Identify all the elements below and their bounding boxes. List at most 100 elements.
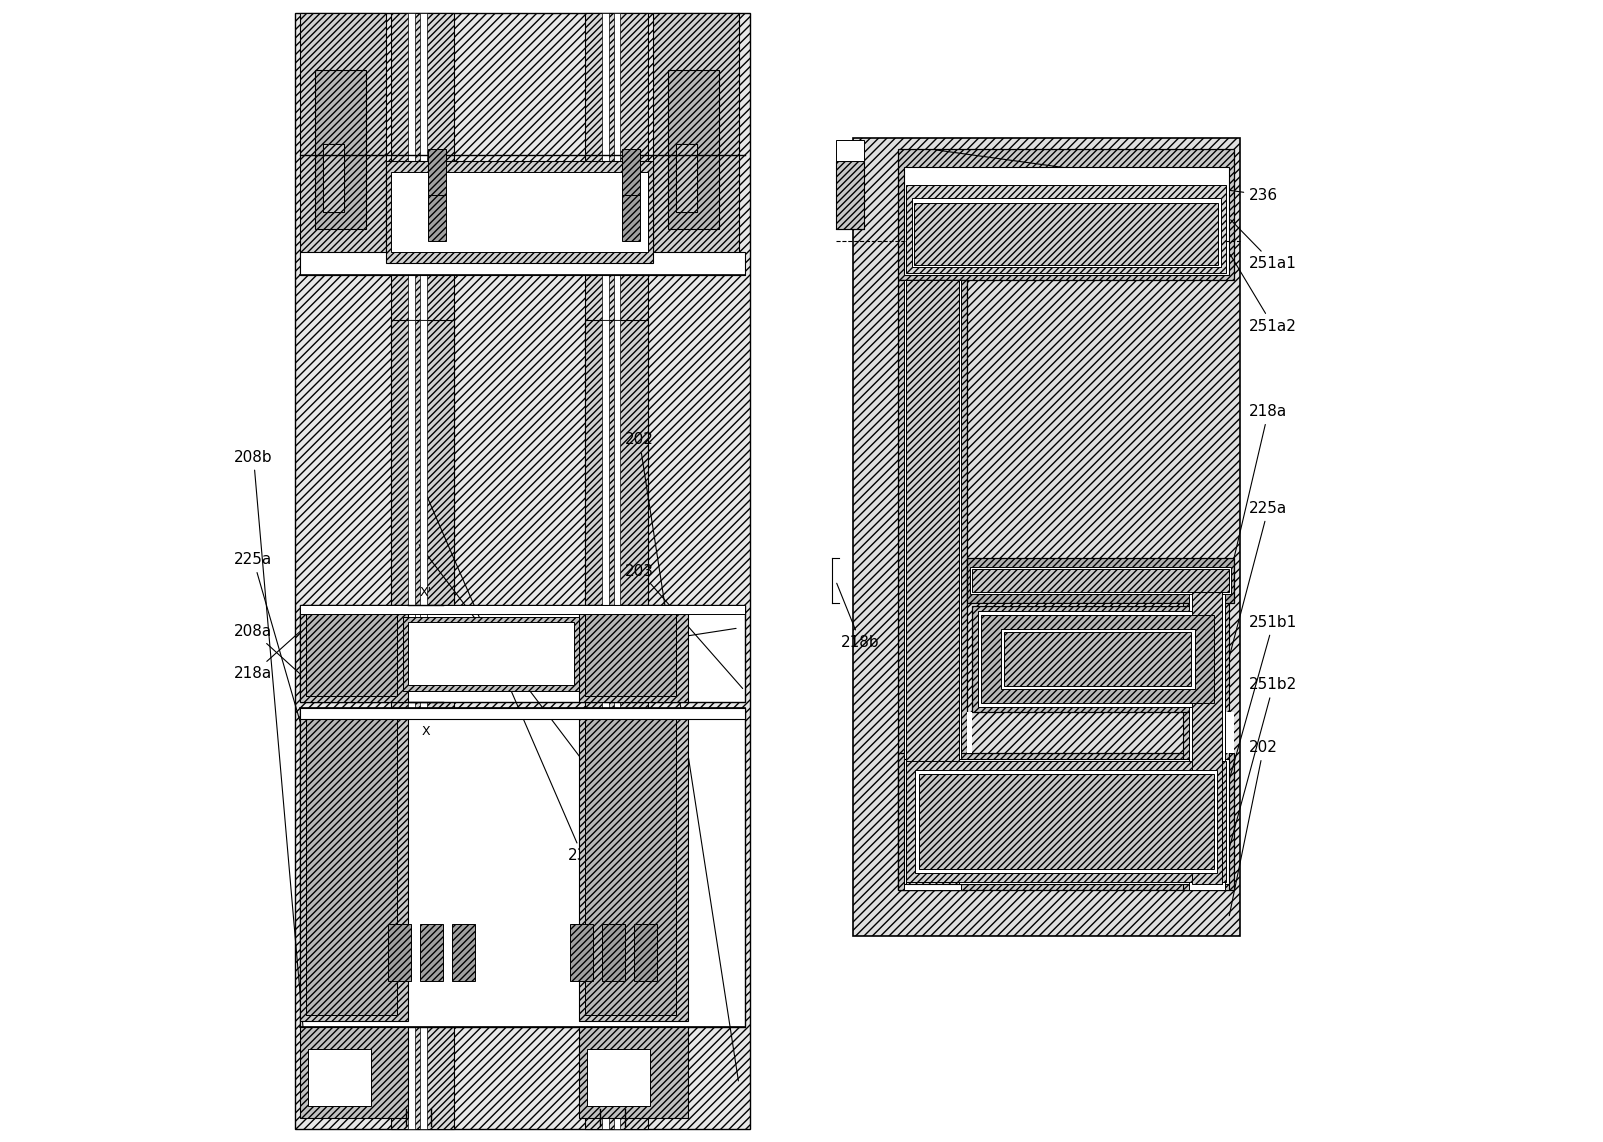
Text: 202: 202 xyxy=(625,433,739,1080)
Bar xyxy=(300,708,744,1027)
Text: 216: 216 xyxy=(614,628,736,652)
Bar xyxy=(904,759,1230,884)
Bar xyxy=(420,321,426,662)
Bar xyxy=(981,614,1213,703)
Bar xyxy=(420,13,426,1129)
Text: 218b: 218b xyxy=(420,545,619,789)
Bar xyxy=(904,281,960,890)
Bar xyxy=(428,150,446,195)
Bar xyxy=(306,611,398,697)
Bar xyxy=(402,617,579,691)
Text: 203: 203 xyxy=(625,563,742,689)
Bar xyxy=(409,622,574,685)
Text: 218a: 218a xyxy=(1230,404,1287,578)
Bar xyxy=(585,719,676,1015)
Bar xyxy=(906,281,959,884)
Text: 236: 236 xyxy=(422,482,596,863)
Bar xyxy=(914,203,1218,265)
Text: 236: 236 xyxy=(935,150,1278,202)
Bar xyxy=(300,708,744,719)
Bar xyxy=(1189,586,1225,890)
Text: 225a: 225a xyxy=(1230,501,1287,657)
Bar xyxy=(1005,632,1191,686)
Bar xyxy=(668,70,720,230)
Bar xyxy=(571,924,593,981)
Bar xyxy=(1223,713,1234,754)
Bar xyxy=(409,321,415,662)
Bar xyxy=(614,13,620,1129)
Bar xyxy=(676,144,697,212)
Bar xyxy=(973,570,1230,592)
Bar xyxy=(391,13,454,1129)
Text: 251a1: 251a1 xyxy=(1231,219,1297,271)
Bar xyxy=(973,605,1223,713)
Bar xyxy=(300,605,409,702)
Bar xyxy=(967,713,973,754)
Bar xyxy=(1000,628,1194,690)
Bar xyxy=(300,605,744,614)
Bar xyxy=(1193,586,1221,884)
Bar xyxy=(308,1049,370,1107)
Bar xyxy=(391,172,648,252)
Text: X': X' xyxy=(420,587,431,600)
Bar xyxy=(585,321,648,662)
Bar xyxy=(898,150,1234,281)
Bar xyxy=(300,252,744,275)
Bar xyxy=(391,321,454,662)
Bar xyxy=(898,281,967,890)
Bar xyxy=(915,771,1217,872)
Bar xyxy=(585,611,676,697)
Bar xyxy=(603,321,609,662)
Text: 202: 202 xyxy=(1230,740,1278,916)
Bar xyxy=(585,13,648,1129)
Bar xyxy=(295,13,750,1129)
Bar xyxy=(912,199,1221,267)
Bar xyxy=(579,714,688,1021)
Bar xyxy=(906,762,1226,882)
Bar xyxy=(835,140,864,161)
Bar xyxy=(324,144,343,212)
Text: 250: 250 xyxy=(579,608,619,669)
Bar xyxy=(300,714,409,1021)
Bar xyxy=(906,185,1226,273)
Bar xyxy=(306,719,398,1015)
Text: 208a: 208a xyxy=(234,624,305,677)
Text: 251b2: 251b2 xyxy=(1230,677,1297,847)
Bar xyxy=(300,1027,409,1118)
Bar xyxy=(898,754,1234,890)
Text: 225a: 225a xyxy=(234,552,305,739)
Text: 218b: 218b xyxy=(837,584,880,650)
Bar xyxy=(978,611,1217,707)
Bar xyxy=(635,924,657,981)
Bar xyxy=(622,150,640,195)
Bar xyxy=(835,161,864,230)
Bar xyxy=(614,321,620,662)
Bar xyxy=(970,568,1231,594)
Bar xyxy=(587,1049,649,1107)
Bar xyxy=(306,611,398,697)
Bar xyxy=(603,924,625,981)
Bar xyxy=(452,924,474,981)
Text: 208b: 208b xyxy=(234,450,306,1059)
Bar xyxy=(654,13,739,275)
Bar xyxy=(420,924,442,981)
Bar xyxy=(386,161,654,264)
Bar xyxy=(579,605,688,702)
Text: 251a2: 251a2 xyxy=(1230,255,1297,333)
Bar xyxy=(585,719,676,1015)
Bar xyxy=(919,774,1213,869)
Bar xyxy=(579,1027,688,1118)
Bar xyxy=(324,144,343,212)
Bar xyxy=(967,558,1234,603)
Bar xyxy=(300,605,744,702)
Bar xyxy=(300,13,386,275)
Bar xyxy=(603,13,609,1129)
Text: 251b1: 251b1 xyxy=(1230,614,1297,779)
Bar xyxy=(1183,580,1230,890)
Bar xyxy=(388,924,410,981)
Bar xyxy=(428,195,446,241)
Bar xyxy=(676,144,697,212)
Bar xyxy=(904,167,1230,275)
Bar xyxy=(585,611,676,697)
Bar xyxy=(306,719,398,1015)
